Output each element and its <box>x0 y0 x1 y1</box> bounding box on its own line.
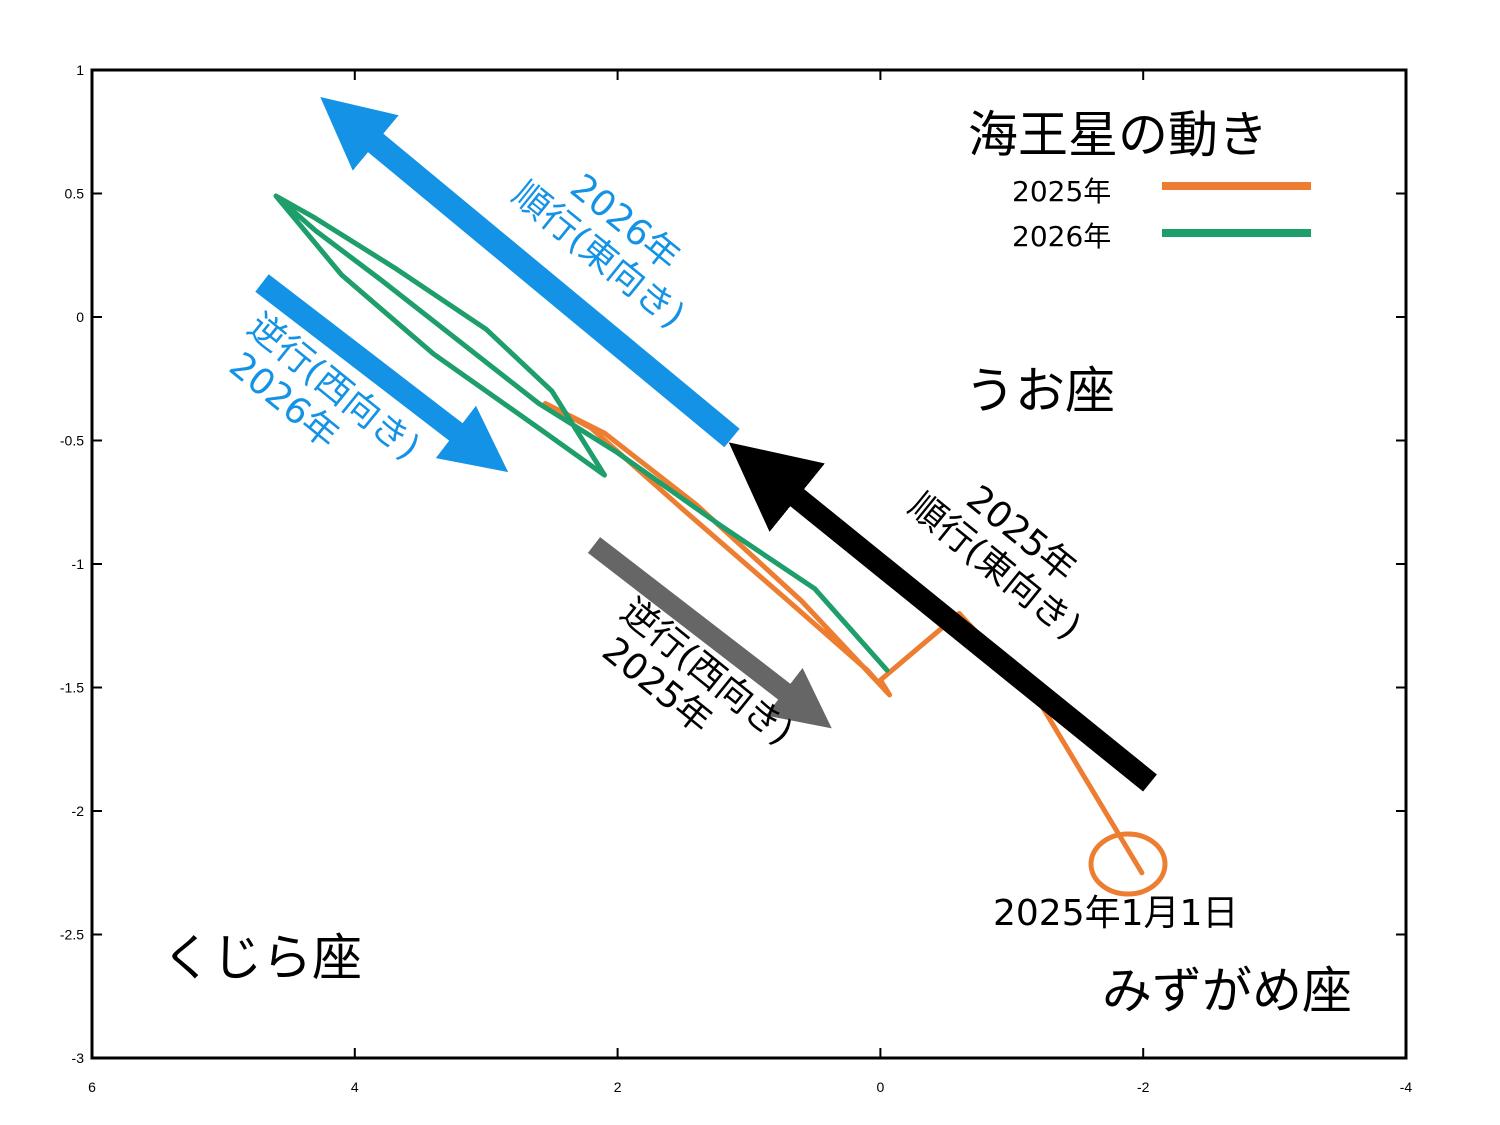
y-tick-label: 1 <box>76 62 84 78</box>
y-tick-label: -3 <box>72 1050 85 1066</box>
y-tick-label: -1 <box>72 556 85 572</box>
legend-label-2026: 2026年 <box>1012 220 1111 253</box>
axis-ticks: 6 4 2 0 -2 -4 1 0.5 0 -0.5 -1 -1.5 -2 -2.5 -3 <box>60 62 1413 1095</box>
x-tick-label: -4 <box>1400 1079 1413 1095</box>
arrow-2025-prograde <box>728 442 1157 792</box>
y-tick-label: -2 <box>72 803 85 819</box>
y-tick-label: 0.5 <box>65 186 85 202</box>
y-tick-label: -1.5 <box>60 680 84 696</box>
x-tick-label: 4 <box>351 1079 359 1095</box>
y-tick-label: -0.5 <box>60 433 84 449</box>
constellation-label-aquarius: みずがめ座 <box>1102 962 1352 1020</box>
constellation-label-pisces: うお座 <box>965 362 1115 420</box>
arrow-2026-prograde <box>320 97 740 448</box>
x-tick-label: -2 <box>1137 1079 1150 1095</box>
start-circle <box>1088 831 1168 897</box>
x-tick-label: 6 <box>88 1079 96 1095</box>
series-line-2026年 <box>273 193 890 673</box>
x-tick-label: 0 <box>877 1079 885 1095</box>
y-tick-label: -2.5 <box>60 927 84 943</box>
start-date-label: 2025年1月1日 <box>993 893 1238 934</box>
legend-label-2025: 2025年 <box>1012 175 1111 208</box>
constellation-label-cetus: くじら座 <box>162 929 362 987</box>
chart-title: 海王星の動き <box>968 106 1268 164</box>
x-tick-label: 2 <box>614 1079 622 1095</box>
arrow-2025-retrograde <box>587 537 832 729</box>
arrow-2026-retrograde <box>255 274 509 473</box>
y-tick-label: 0 <box>76 309 84 325</box>
